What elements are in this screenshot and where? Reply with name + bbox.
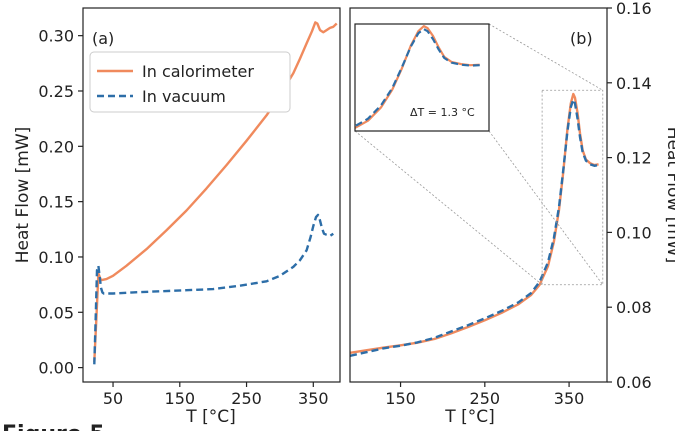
panel-b-frame	[349, 7, 608, 383]
x-tick-label: 50	[103, 389, 123, 408]
x-tick-label: 150	[385, 389, 416, 408]
y-tick-label: 0.08	[616, 298, 652, 317]
panel-a-xlabel: T [°C]	[185, 407, 235, 427]
y-tick-label: 0.25	[38, 82, 74, 101]
legend-label-calorimeter: In calorimeter	[142, 62, 254, 81]
zoom-connector	[354, 130, 543, 286]
inset-background	[355, 24, 489, 131]
panel-a-label: (a)	[92, 29, 114, 48]
y-tick-label: 0.16	[616, 0, 652, 18]
legend: In calorimeter In vacuum	[89, 51, 291, 113]
panel-b-series-calorimeter	[350, 92, 599, 354]
panel-a-ylabel: Heat Flow [mW]	[13, 127, 33, 264]
panel-b-label: (b)	[570, 29, 593, 48]
y-tick-label: 0.06	[616, 373, 652, 392]
y-tick-label: 0.15	[38, 193, 74, 212]
zoom-rectangle	[541, 89, 604, 286]
panel-b-xlabel: T [°C]	[444, 407, 494, 427]
y-tick-label: 0.14	[616, 74, 652, 93]
y-tick-label: 0.00	[38, 359, 74, 378]
x-tick-label: 350	[554, 389, 585, 408]
panel-a-frame	[82, 7, 341, 383]
panel-a: 50 150 250 3500.000.050.100.150.200.250.30 …	[13, 7, 341, 427]
panel-a-series-vacuum	[93, 213, 334, 365]
zoom-connector	[488, 130, 604, 285]
legend-label-vacuum: In vacuum	[142, 87, 226, 106]
zoom-connector	[488, 23, 603, 91]
zoom-indicator	[354, 23, 604, 286]
y-tick-label: 0.12	[616, 149, 652, 168]
panel-b-series-vacuum	[350, 98, 599, 357]
inset-series-calorimeter	[355, 25, 480, 130]
y-tick-label: 0.20	[38, 137, 74, 156]
x-tick-label: 150	[165, 389, 196, 408]
inset-frame	[354, 23, 490, 132]
y-tick-label: 0.05	[38, 303, 74, 322]
y-tick-label: 0.10	[38, 248, 74, 267]
figure-caption-fragment: Figure 5	[2, 422, 105, 431]
inset-series-vacuum	[355, 28, 480, 128]
panel-b-ylabel: Heat Flow [mW]	[663, 127, 675, 264]
legend-box	[89, 51, 291, 113]
y-tick-label: 0.30	[38, 27, 74, 46]
x-tick-label: 250	[231, 389, 262, 408]
x-tick-label: 350	[298, 389, 329, 408]
x-tick-label: 250	[470, 389, 501, 408]
inset-annotation: ΔT = 1.3 °C	[410, 106, 475, 119]
inset: ΔT = 1.3 °C	[354, 23, 490, 132]
y-tick-label: 0.10	[616, 223, 652, 242]
panel-a-series-calorimeter	[93, 21, 338, 363]
